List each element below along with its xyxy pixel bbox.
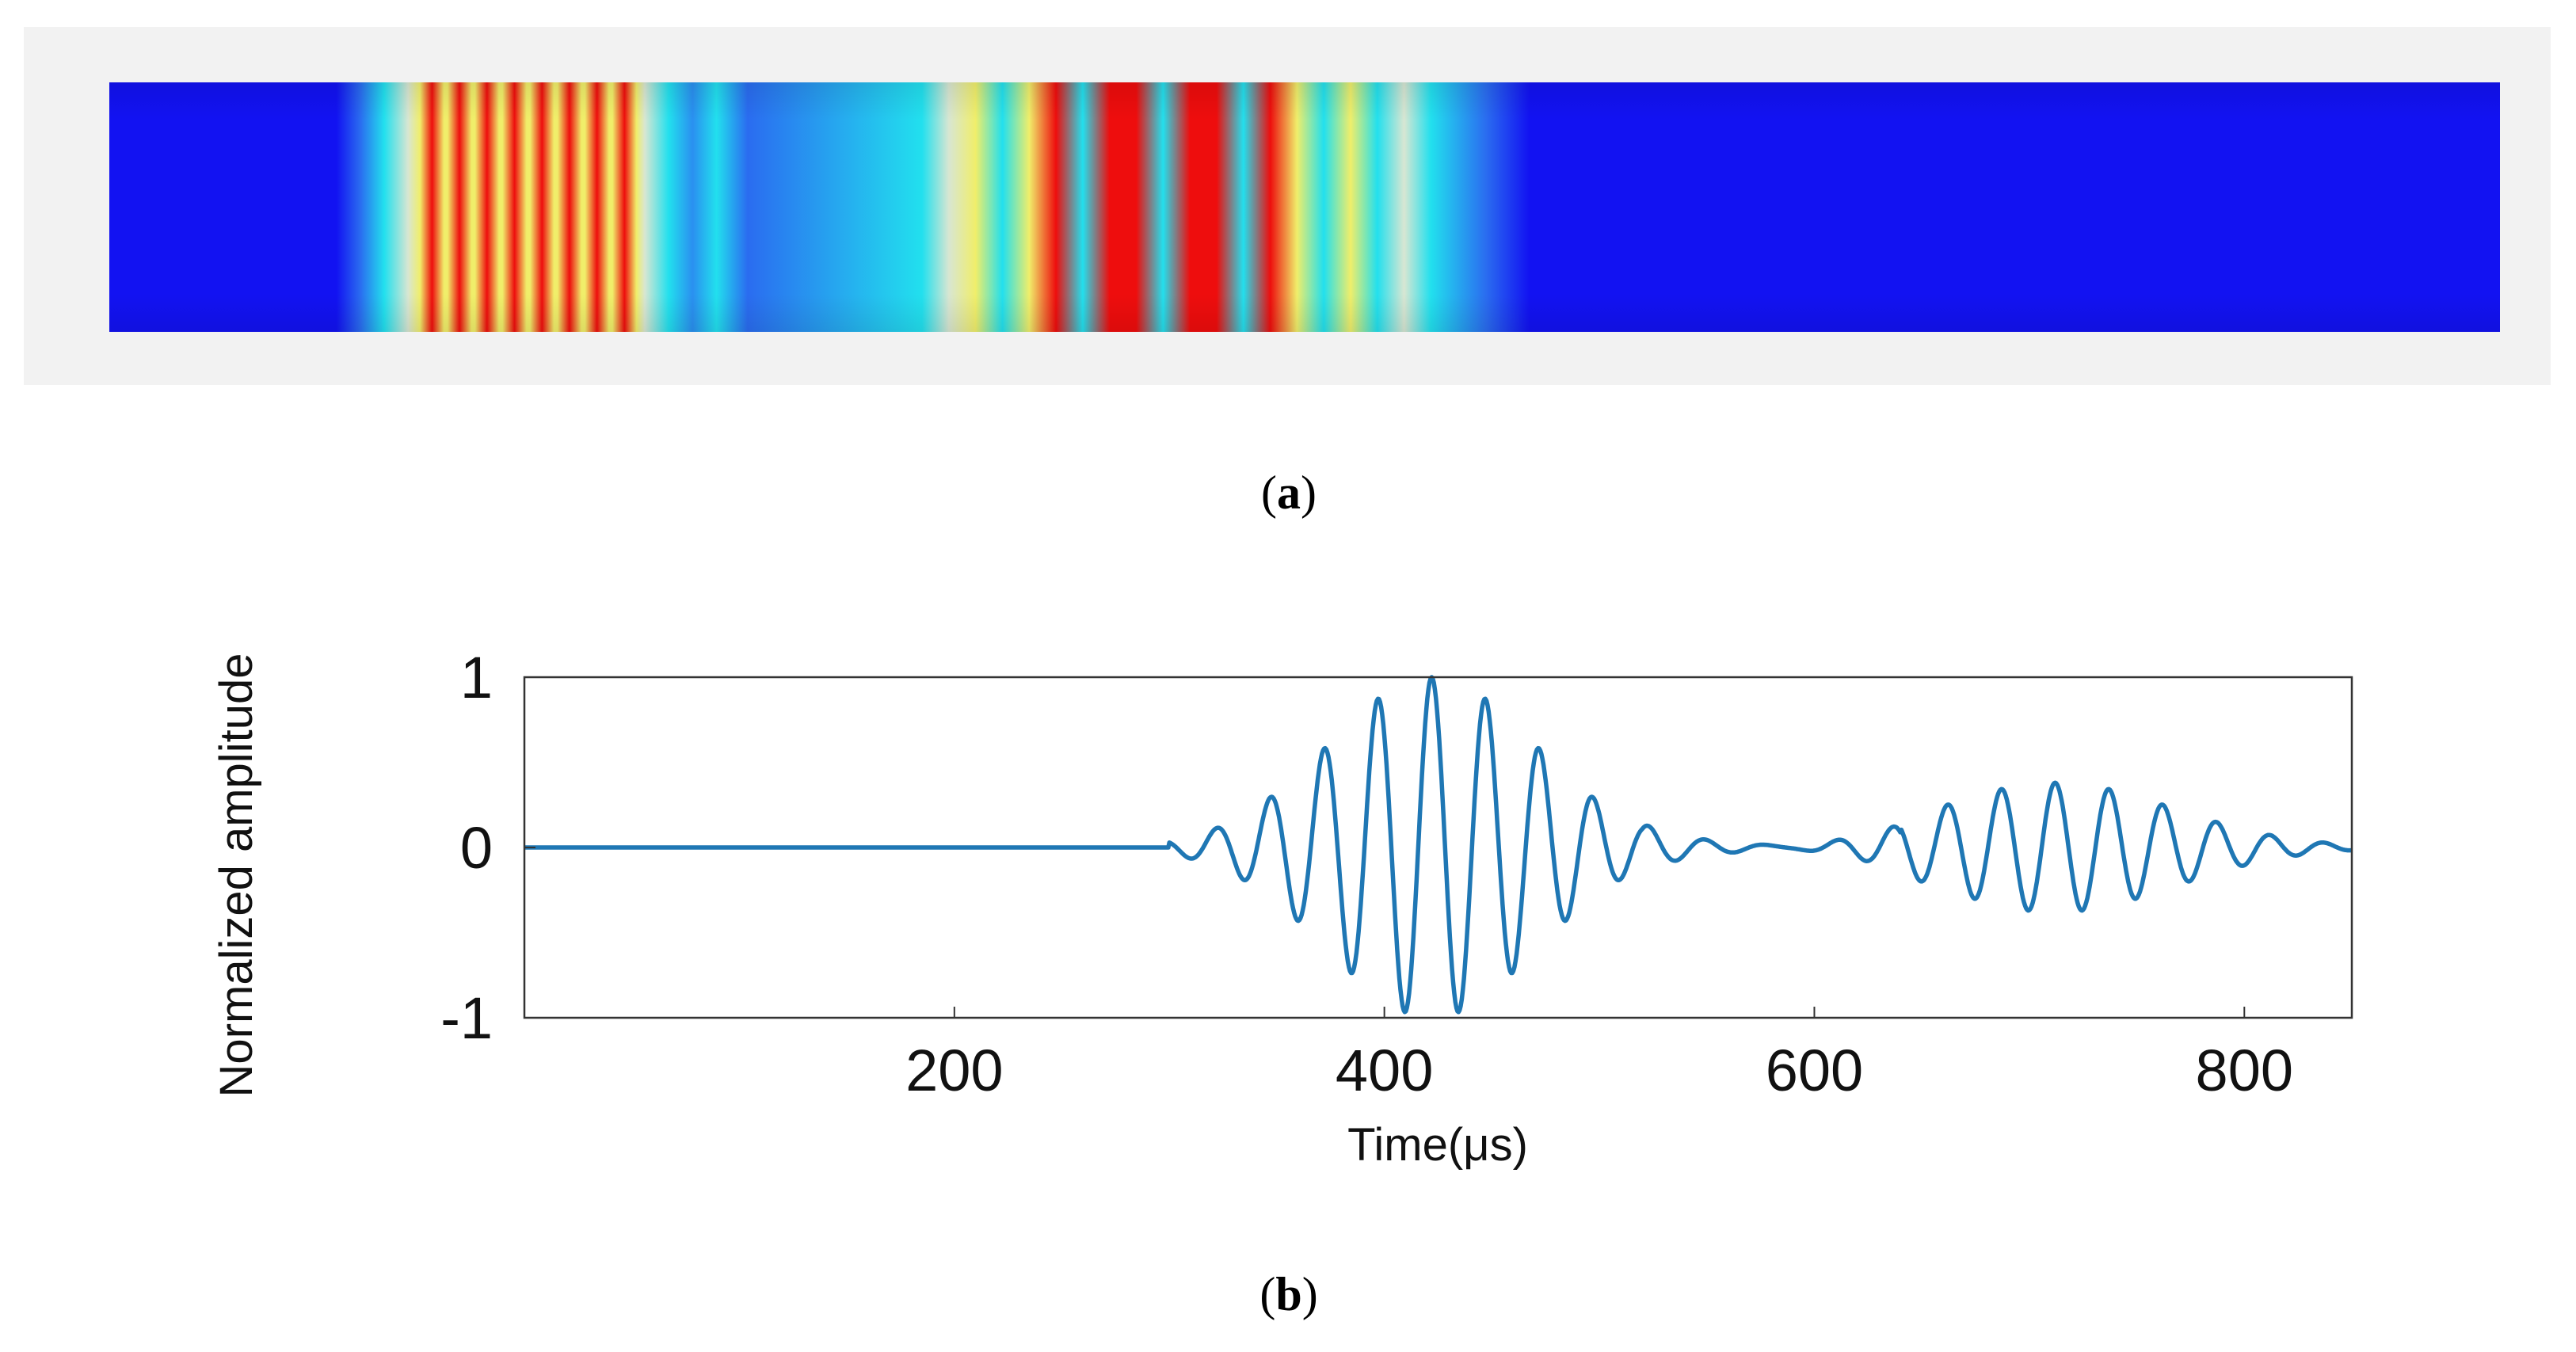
y-axis-title: Normalized amplitude xyxy=(211,653,262,1098)
x-tick-label: 200 xyxy=(905,1038,1003,1103)
panel-a xyxy=(24,27,2551,385)
rod-shading xyxy=(109,82,2500,332)
y-tick-label: -1 xyxy=(440,985,493,1051)
signal-series-line xyxy=(523,675,2353,1015)
x-tick-label: 800 xyxy=(2196,1038,2293,1103)
x-axis-title: Time(μs) xyxy=(1347,1119,1528,1171)
y-axis-ticks: 1 0 -1 xyxy=(440,645,535,1051)
plot-area xyxy=(523,675,2353,1019)
caption-a: (a) xyxy=(1261,467,1317,519)
x-axis-ticks: 200 400 600 800 xyxy=(905,1007,2293,1103)
x-tick-label: 400 xyxy=(1336,1038,1433,1103)
x-tick-label: 600 xyxy=(1766,1038,1863,1103)
caption-b: (b) xyxy=(1259,1268,1318,1320)
rod-wavefield xyxy=(109,82,2500,332)
caption-b-letter: b xyxy=(1275,1268,1302,1320)
y-tick-label: 0 xyxy=(460,815,493,881)
waveform-chart: 1 0 -1 200 400 600 800 Time(μs) Normalized am… xyxy=(211,645,2353,1171)
y-tick-label: 1 xyxy=(460,645,493,710)
caption-a-letter: a xyxy=(1277,467,1301,519)
